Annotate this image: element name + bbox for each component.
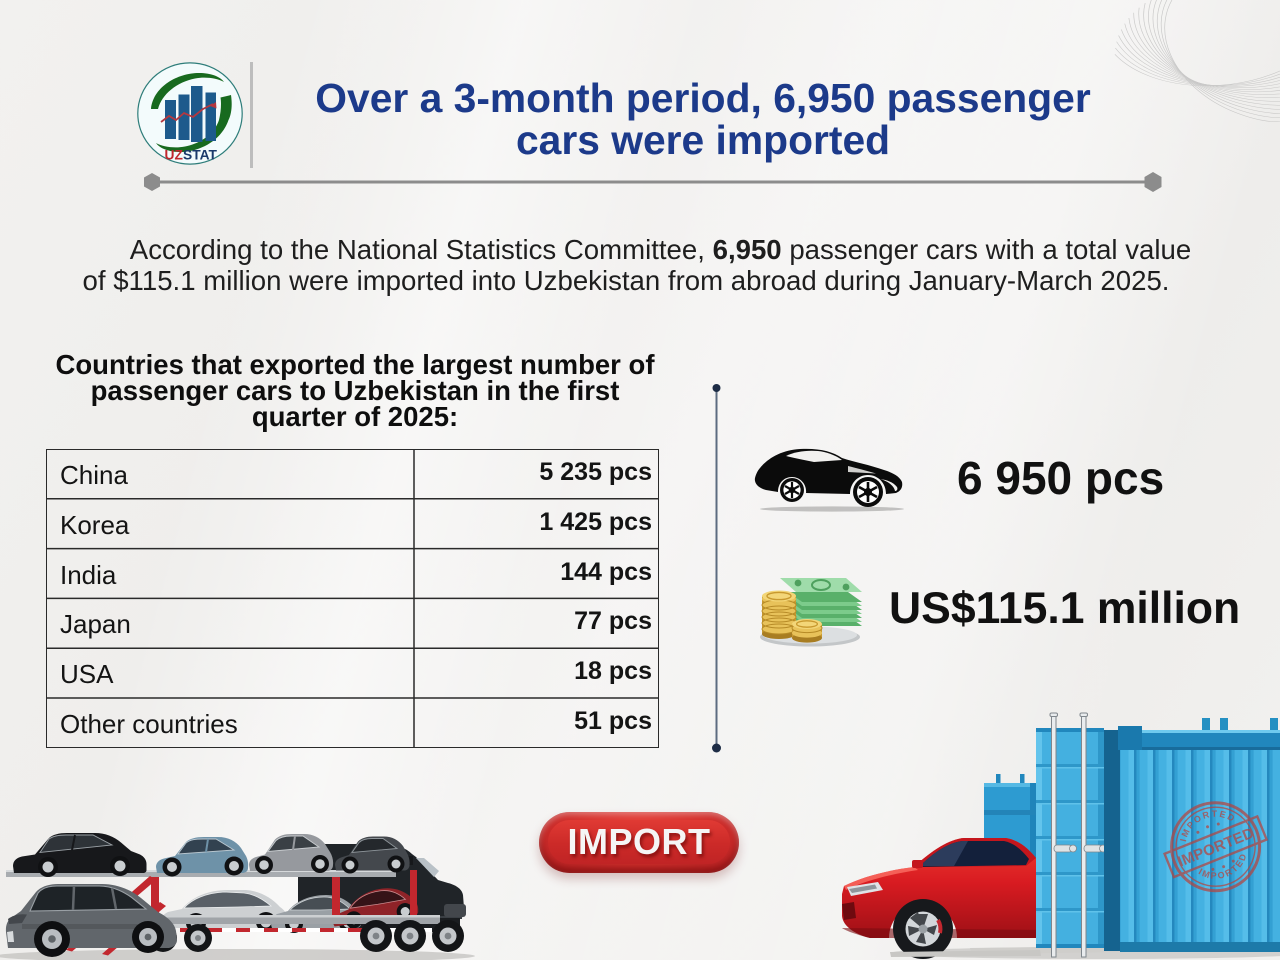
svg-text:UZ: UZ: [165, 148, 184, 163]
svg-text:STAT: STAT: [183, 148, 218, 163]
